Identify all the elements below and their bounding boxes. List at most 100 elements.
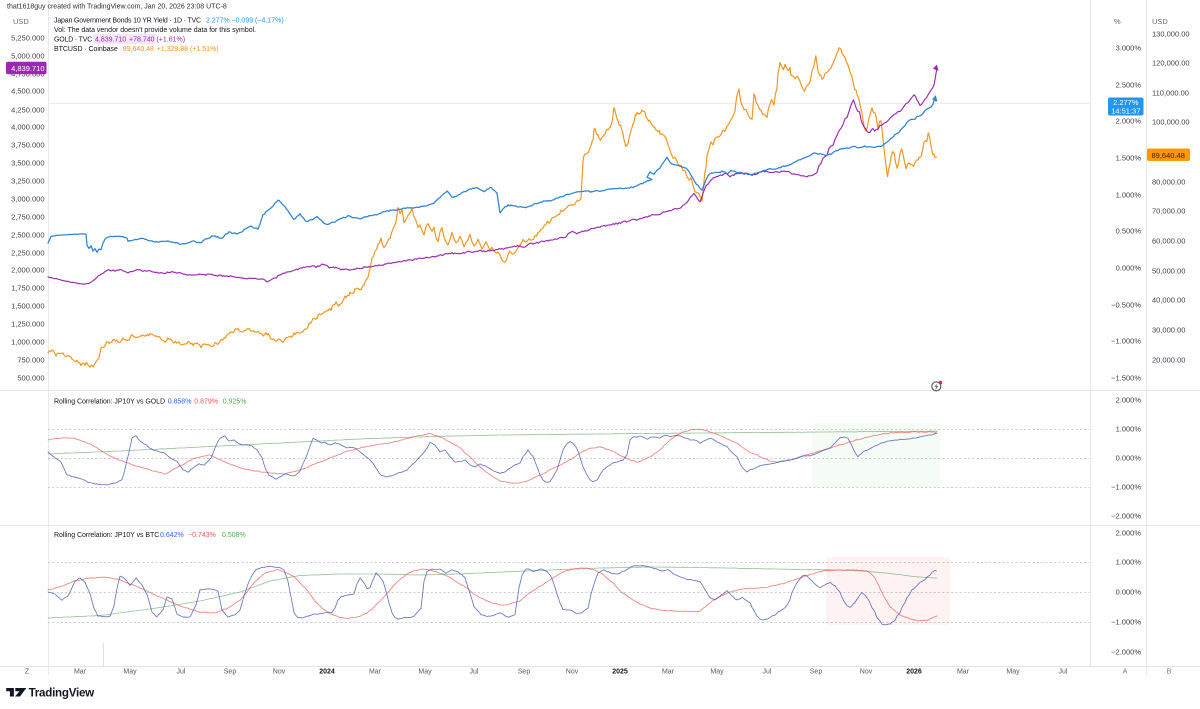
svg-text:A: A (1123, 669, 1128, 676)
svg-text:Sep: Sep (518, 669, 531, 676)
svg-text:3.000%: 3.000% (1116, 44, 1142, 53)
svg-text:0.000%: 0.000% (1116, 454, 1142, 463)
svg-text:Nov: Nov (273, 669, 286, 676)
svg-text:4,000.000: 4,000.000 (11, 123, 44, 132)
svg-text:Sep: Sep (810, 669, 823, 676)
svg-text:Japan Government Bonds 10 YR Y: Japan Government Bonds 10 YR Yield · 1D … (54, 18, 201, 25)
svg-text:Nov: Nov (860, 669, 873, 676)
svg-text:Jul: Jul (177, 669, 186, 676)
svg-text:2.500%: 2.500% (1116, 81, 1142, 90)
svg-text:that1618guy created with Tradi: that1618guy created with TradingView.com… (7, 4, 227, 11)
svg-text:120,000.00: 120,000.00 (1152, 59, 1190, 68)
svg-text:2.277%: 2.277% (1113, 98, 1139, 107)
svg-text:May: May (1006, 669, 1020, 676)
svg-text:TradingView: TradingView (29, 686, 96, 699)
svg-text:%: % (1114, 17, 1121, 26)
svg-text:Jul: Jul (470, 669, 479, 676)
svg-text:+1,329.88 (+1.51%): +1,329.88 (+1.51%) (157, 46, 219, 53)
svg-text:4,839.710: 4,839.710 (95, 37, 126, 44)
svg-text:Mar: Mar (74, 669, 87, 676)
svg-text:B: B (1167, 669, 1172, 676)
svg-text:Jul: Jul (1059, 669, 1068, 676)
svg-text:2.000%: 2.000% (1116, 117, 1142, 126)
svg-text:BTCUSD · Coinbase: BTCUSD · Coinbase (54, 46, 118, 53)
svg-text:Rolling Correlation: JP10Y vs: Rolling Correlation: JP10Y vs BTC (54, 532, 159, 539)
svg-text:70,000.00: 70,000.00 (1152, 207, 1185, 216)
svg-text:750.000: 750.000 (17, 356, 44, 365)
svg-text:5,000.000: 5,000.000 (11, 52, 44, 61)
svg-text:+78.740 (+1.61%): +78.740 (+1.61%) (129, 37, 185, 44)
svg-text:2024: 2024 (319, 669, 335, 676)
svg-text:1.500%: 1.500% (1116, 154, 1142, 163)
svg-text:0.000%: 0.000% (1116, 588, 1142, 597)
svg-text:1,500.000: 1,500.000 (11, 302, 44, 311)
svg-text:1.000%: 1.000% (1116, 425, 1142, 434)
svg-text:0.858%: 0.858% (168, 398, 192, 405)
svg-text:2.000%: 2.000% (1116, 529, 1142, 538)
svg-text:1.000%: 1.000% (1116, 558, 1142, 567)
svg-text:0.000%: 0.000% (1116, 264, 1142, 273)
svg-text:Mar: Mar (369, 669, 382, 676)
svg-text:100,000.00: 100,000.00 (1152, 118, 1190, 127)
svg-text:500.000: 500.000 (17, 374, 44, 383)
svg-text:−2.000%: −2.000% (1111, 648, 1141, 657)
svg-text:2025: 2025 (612, 669, 628, 676)
svg-text:1.000%: 1.000% (1116, 191, 1142, 200)
svg-text:−2.000%: −2.000% (1111, 512, 1141, 521)
svg-text:May: May (418, 669, 432, 676)
svg-text:Jul: Jul (763, 669, 772, 676)
svg-text:−1.000%: −1.000% (1111, 337, 1141, 346)
svg-text:130,000.00: 130,000.00 (1152, 30, 1190, 39)
svg-text:50,000.00: 50,000.00 (1152, 267, 1185, 276)
svg-text:4,500.000: 4,500.000 (11, 87, 44, 96)
svg-text:Rolling Correlation: JP10Y vs: Rolling Correlation: JP10Y vs GOLD (54, 398, 165, 405)
svg-text:0.925%: 0.925% (223, 398, 247, 405)
svg-text:3,000.000: 3,000.000 (11, 195, 44, 204)
svg-text:89,640.48: 89,640.48 (123, 46, 154, 53)
svg-text:3,250.000: 3,250.000 (11, 177, 44, 186)
svg-text:USD: USD (1152, 17, 1168, 26)
svg-text:30,000.00: 30,000.00 (1152, 326, 1185, 335)
svg-text:1,000.000: 1,000.000 (11, 338, 44, 347)
svg-text:GOLD · TVC: GOLD · TVC (54, 37, 92, 44)
svg-text:Nov: Nov (566, 669, 579, 676)
svg-text:2,250.000: 2,250.000 (11, 249, 44, 258)
svg-text:60,000.00: 60,000.00 (1152, 237, 1185, 246)
svg-text:May: May (710, 669, 724, 676)
svg-text:−1.000%: −1.000% (1111, 483, 1141, 492)
svg-text:89,640.48: 89,640.48 (1152, 151, 1185, 160)
svg-text:−1.500%: −1.500% (1111, 374, 1141, 383)
svg-text:0.879%: 0.879% (194, 398, 218, 405)
svg-text:May: May (123, 669, 137, 676)
svg-text:5,250.000: 5,250.000 (11, 34, 44, 43)
svg-text:0.500%: 0.500% (1116, 227, 1142, 236)
svg-text:1,750.000: 1,750.000 (11, 284, 44, 293)
svg-text:−0.500%: −0.500% (1111, 301, 1141, 310)
svg-text:Mar: Mar (957, 669, 970, 676)
svg-text:Sep: Sep (224, 669, 237, 676)
svg-text:Mar: Mar (662, 669, 675, 676)
svg-text:−0.099 (−4.17%): −0.099 (−4.17%) (232, 18, 284, 25)
svg-text:USD: USD (13, 17, 29, 26)
svg-text:40,000.00: 40,000.00 (1152, 296, 1185, 305)
svg-text:2.277%: 2.277% (206, 18, 230, 25)
svg-text:2,000.000: 2,000.000 (11, 266, 44, 275)
svg-text:2.000%: 2.000% (1116, 396, 1142, 405)
svg-text:2,500.000: 2,500.000 (11, 231, 44, 240)
svg-text:3,750.000: 3,750.000 (11, 141, 44, 150)
svg-text:4,250.000: 4,250.000 (11, 106, 44, 115)
svg-text:4,839.710: 4,839.710 (11, 64, 44, 73)
svg-text:−0.743%: −0.743% (188, 532, 216, 539)
svg-text:3,500.000: 3,500.000 (11, 159, 44, 168)
svg-text:−1.000%: −1.000% (1111, 618, 1141, 627)
svg-text:110,000.00: 110,000.00 (1152, 89, 1189, 98)
svg-text:14:51:37: 14:51:37 (1111, 106, 1140, 115)
svg-text:1,250.000: 1,250.000 (11, 320, 44, 329)
svg-text:0.508%: 0.508% (222, 532, 246, 539)
svg-text:Z: Z (25, 669, 30, 676)
svg-text:20,000.00: 20,000.00 (1152, 356, 1185, 365)
svg-text:2026: 2026 (906, 669, 922, 676)
svg-text:0.642%: 0.642% (160, 532, 184, 539)
svg-text:Vol: The data vendor doesn't p: Vol: The data vendor doesn't provide vol… (54, 27, 256, 34)
svg-text:2,750.000: 2,750.000 (11, 213, 44, 222)
